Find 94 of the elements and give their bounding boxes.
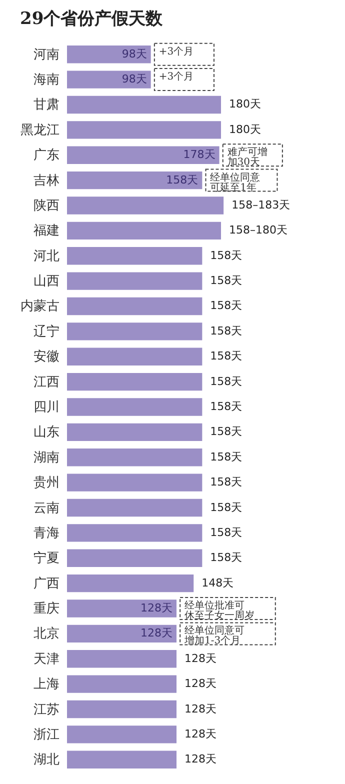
bar bbox=[67, 423, 202, 442]
data-label: 178天 bbox=[183, 148, 216, 162]
bar bbox=[67, 96, 222, 114]
y-tick-label: 辽宁 bbox=[34, 323, 60, 340]
data-label: 158天 bbox=[210, 476, 242, 489]
y-tick-label: 浙江 bbox=[34, 727, 60, 742]
bar bbox=[67, 574, 194, 592]
y-tick-label: 宁夏 bbox=[34, 550, 60, 566]
bar bbox=[67, 498, 202, 517]
bar bbox=[67, 196, 224, 214]
bar bbox=[67, 272, 202, 290]
bar bbox=[67, 750, 177, 768]
y-tick-label: 江西 bbox=[34, 374, 60, 390]
annotation: 经单位同意可增加1-3个月 bbox=[184, 624, 245, 647]
y-tick-label: 湖北 bbox=[34, 752, 60, 768]
y-tick-label: 黑龙江 bbox=[20, 122, 60, 138]
bar bbox=[67, 600, 177, 618]
bar bbox=[67, 322, 202, 340]
data-label: 158天 bbox=[166, 173, 198, 186]
y-tick-label: 福建 bbox=[34, 224, 60, 239]
data-label: 158天 bbox=[210, 526, 242, 539]
data-label: 128天 bbox=[184, 652, 217, 665]
y-tick-label: 贵州 bbox=[34, 476, 60, 491]
bar bbox=[67, 448, 202, 466]
data-label: 158–180天 bbox=[229, 224, 288, 237]
y-tick-label: 四川 bbox=[34, 400, 60, 415]
data-label: 128天 bbox=[184, 702, 217, 716]
y-tick-label: 湖南 bbox=[34, 450, 60, 466]
y-tick-label: 重庆 bbox=[34, 602, 60, 616]
bar bbox=[67, 700, 177, 718]
data-label: 180天 bbox=[229, 122, 262, 136]
bar bbox=[67, 675, 177, 693]
chart-title: 29个省份产假天数 bbox=[20, 9, 164, 29]
data-label: 180天 bbox=[229, 98, 262, 111]
bar bbox=[67, 524, 202, 542]
bar bbox=[67, 247, 202, 265]
bar bbox=[67, 624, 177, 643]
y-tick-label: 江苏 bbox=[34, 702, 60, 718]
y-tick-label: 安徽 bbox=[34, 348, 60, 365]
data-label: 98天 bbox=[122, 47, 147, 60]
bar bbox=[67, 549, 202, 567]
bar bbox=[67, 348, 202, 366]
y-tick-label: 河南 bbox=[34, 47, 60, 62]
bar bbox=[67, 372, 202, 391]
annotation: +3个月 bbox=[158, 45, 194, 58]
data-label: 128天 bbox=[184, 677, 217, 690]
y-tick-label: 山东 bbox=[34, 425, 60, 440]
bar bbox=[67, 474, 202, 492]
data-label: 158天 bbox=[210, 425, 242, 438]
data-label: 128天 bbox=[140, 626, 173, 640]
bar bbox=[67, 70, 151, 88]
data-label: 148天 bbox=[202, 576, 234, 590]
bar bbox=[67, 398, 202, 416]
data-label: 158天 bbox=[210, 500, 242, 514]
data-label: 158天 bbox=[210, 274, 242, 288]
y-tick-label: 内蒙古 bbox=[20, 299, 60, 314]
y-tick-label: 河北 bbox=[34, 248, 60, 264]
bar bbox=[67, 146, 220, 164]
annotation: 难产可增加30天 bbox=[227, 146, 268, 168]
data-label: 158天 bbox=[210, 400, 242, 413]
annotation: 经单位批准可休至子女一周岁 bbox=[184, 600, 255, 622]
data-label: 128天 bbox=[184, 752, 217, 766]
data-label: 158天 bbox=[210, 551, 242, 564]
data-label: 158天 bbox=[210, 374, 242, 388]
data-label: 158天 bbox=[210, 248, 242, 262]
data-label: 128天 bbox=[140, 602, 173, 614]
annotation: +3个月 bbox=[158, 70, 194, 83]
data-label: 128天 bbox=[184, 727, 217, 740]
data-label: 158天 bbox=[210, 299, 242, 312]
y-tick-label: 山西 bbox=[34, 274, 60, 290]
bar bbox=[67, 650, 177, 668]
bar bbox=[67, 726, 177, 744]
y-tick-label: 天津 bbox=[34, 652, 60, 667]
y-tick-label: 上海 bbox=[34, 677, 60, 692]
data-label: 158天 bbox=[210, 350, 242, 363]
y-tick-label: 陕西 bbox=[34, 198, 60, 214]
y-tick-label: 吉林 bbox=[34, 173, 60, 188]
y-tick-label: 广西 bbox=[34, 576, 60, 592]
bar bbox=[67, 46, 151, 64]
y-tick-label: 青海 bbox=[34, 526, 60, 541]
bar bbox=[67, 171, 202, 190]
y-tick-label: 北京 bbox=[34, 626, 60, 642]
y-tick-label: 海南 bbox=[34, 72, 60, 88]
bar bbox=[67, 121, 222, 139]
data-label: 158–183天 bbox=[232, 198, 290, 212]
annotation: 经单位同意可延至1年 bbox=[210, 171, 260, 194]
bar bbox=[67, 297, 202, 316]
y-tick-label: 云南 bbox=[34, 500, 60, 516]
y-tick-label: 甘肃 bbox=[34, 98, 60, 113]
y-tick-label: 广东 bbox=[34, 148, 60, 164]
data-label: 158天 bbox=[210, 450, 242, 464]
data-label: 98天 bbox=[122, 72, 147, 86]
data-label: 158天 bbox=[210, 324, 242, 338]
bar bbox=[67, 222, 222, 240]
